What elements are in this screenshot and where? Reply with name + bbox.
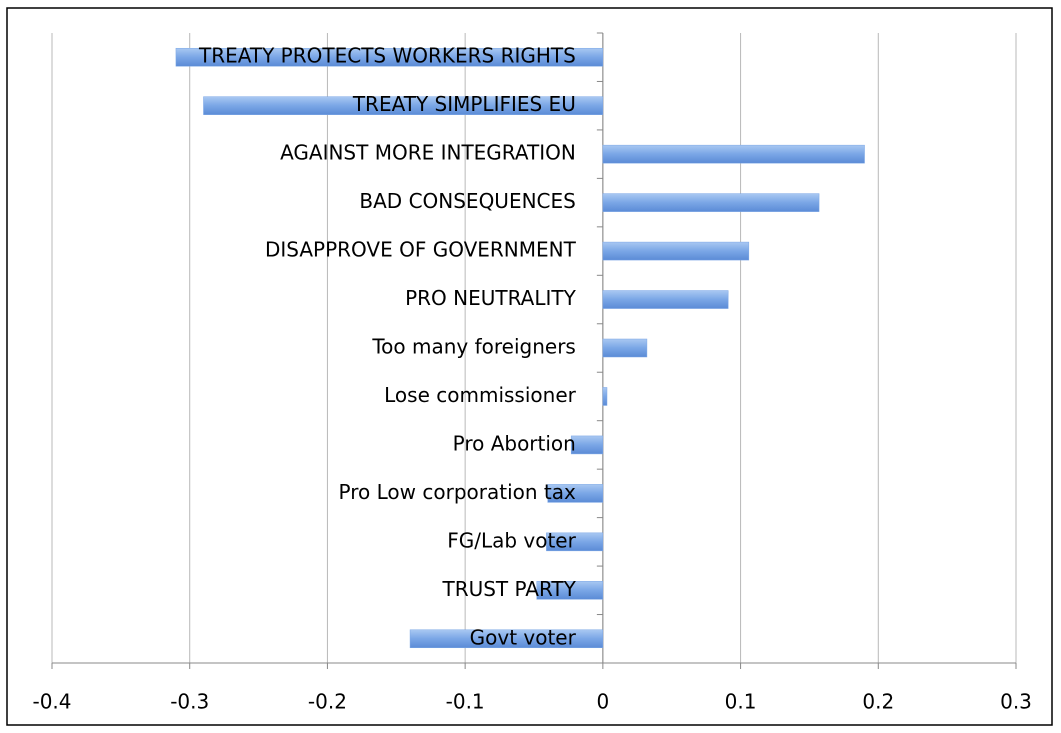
bar bbox=[602, 193, 820, 212]
x-tick-label: 0 bbox=[596, 690, 609, 714]
bar bbox=[203, 96, 604, 115]
labels: -0.4 -0.3 -0.2 -0.1 0 0.1 0.2 0.3 TREATY PROTECT… bbox=[32, 44, 1031, 714]
y-tick-label: TREATY SIMPLIFIES EU bbox=[352, 92, 576, 116]
x-tick-label: 0.2 bbox=[862, 690, 894, 714]
y-tick-label: Lose commissioner bbox=[384, 383, 576, 407]
bar bbox=[602, 387, 608, 406]
bar bbox=[175, 47, 604, 67]
y-tick-label: TRUST PARTY bbox=[441, 577, 576, 601]
bar bbox=[602, 290, 729, 309]
y-tick-label: Pro Low corporation tax bbox=[339, 480, 576, 504]
bar bbox=[602, 144, 865, 164]
bar bbox=[409, 629, 604, 649]
y-tick-label: FG/Lab voter bbox=[447, 528, 576, 552]
x-tick-label: -0.4 bbox=[32, 690, 71, 714]
x-tick-label: 0.3 bbox=[1000, 690, 1032, 714]
y-tick-label: BAD CONSEQUENCES bbox=[359, 189, 575, 213]
y-tick-label: PRO NEUTRALITY bbox=[405, 286, 577, 310]
bar bbox=[547, 484, 604, 503]
bar bbox=[546, 532, 604, 552]
x-tick-label: -0.2 bbox=[308, 690, 347, 714]
y-tick-label: TREATY PROTECTS WORKERS RIGHTS bbox=[198, 44, 576, 68]
y-tick-label: DISAPPROVE OF GOVERNMENT bbox=[265, 238, 577, 262]
bar bbox=[570, 435, 604, 455]
x-tick-label: 0.1 bbox=[725, 690, 757, 714]
y-tick-label: Pro Abortion bbox=[453, 431, 576, 455]
y-tick-label: Govt voter bbox=[470, 625, 577, 649]
bar bbox=[602, 338, 648, 358]
x-tick-label: -0.3 bbox=[170, 690, 209, 714]
y-tick-label: Too many foreigners bbox=[371, 335, 576, 359]
y-tick-label: AGAINST MORE INTEGRATION bbox=[280, 141, 576, 165]
bar bbox=[536, 581, 604, 600]
bar bbox=[602, 241, 750, 261]
x-tick-label: -0.1 bbox=[446, 690, 485, 714]
bars bbox=[175, 47, 865, 649]
